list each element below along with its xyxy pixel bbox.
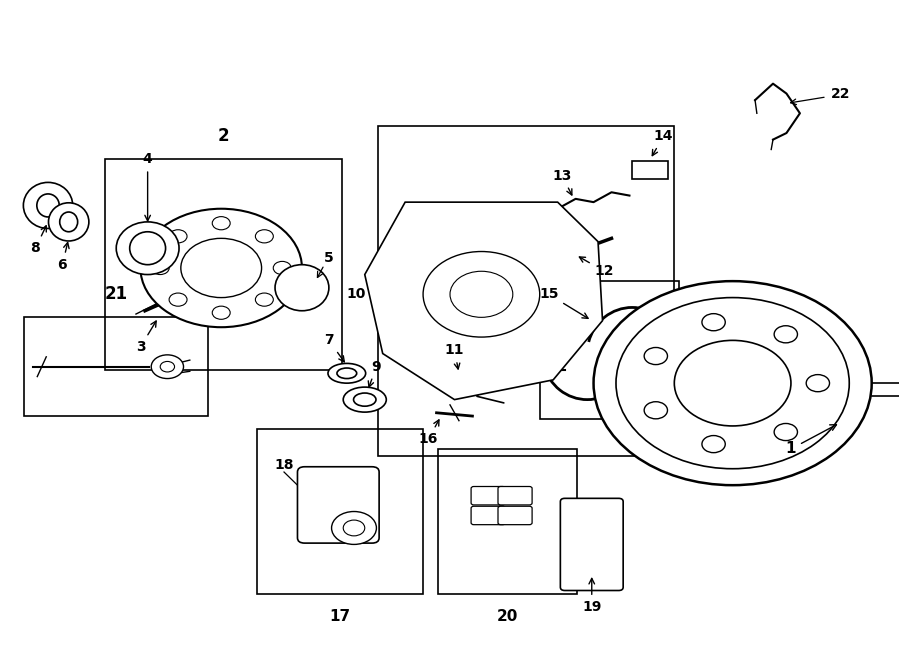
Text: 10: 10	[346, 288, 365, 301]
Circle shape	[212, 217, 230, 230]
FancyBboxPatch shape	[471, 486, 505, 505]
Ellipse shape	[343, 387, 386, 412]
Circle shape	[806, 375, 830, 392]
Circle shape	[774, 326, 797, 343]
Text: 6: 6	[58, 243, 69, 272]
Circle shape	[702, 436, 725, 453]
Ellipse shape	[275, 264, 328, 311]
FancyBboxPatch shape	[561, 498, 623, 590]
Circle shape	[151, 355, 184, 379]
FancyBboxPatch shape	[498, 486, 532, 505]
Bar	[438, 449, 578, 594]
Circle shape	[674, 340, 791, 426]
Text: 20: 20	[497, 609, 518, 625]
Bar	[632, 161, 668, 179]
Circle shape	[181, 239, 262, 297]
Ellipse shape	[337, 368, 356, 379]
Ellipse shape	[49, 203, 89, 241]
Text: 9: 9	[368, 360, 382, 387]
Text: 5: 5	[324, 251, 334, 265]
Circle shape	[644, 348, 668, 365]
Text: 17: 17	[329, 609, 351, 625]
Text: 14: 14	[652, 130, 673, 155]
Text: 12: 12	[580, 257, 614, 278]
Circle shape	[702, 314, 725, 330]
Ellipse shape	[23, 182, 73, 229]
FancyBboxPatch shape	[471, 506, 505, 525]
Text: 15: 15	[539, 288, 588, 319]
Bar	[257, 429, 423, 594]
Circle shape	[160, 362, 175, 372]
Circle shape	[212, 306, 230, 319]
Circle shape	[169, 293, 187, 306]
Text: 3: 3	[136, 321, 157, 354]
Circle shape	[423, 252, 540, 337]
Bar	[104, 159, 342, 370]
Text: 1: 1	[786, 424, 836, 457]
Text: 4: 4	[143, 153, 152, 221]
Circle shape	[331, 512, 376, 545]
Circle shape	[343, 520, 364, 536]
Bar	[378, 126, 674, 455]
Circle shape	[169, 230, 187, 243]
Text: 22: 22	[831, 87, 850, 100]
Text: 11: 11	[445, 343, 464, 369]
Text: 21: 21	[104, 286, 127, 303]
Ellipse shape	[328, 364, 365, 383]
Bar	[23, 317, 208, 416]
Circle shape	[450, 271, 513, 317]
Ellipse shape	[37, 194, 59, 217]
FancyBboxPatch shape	[298, 467, 379, 543]
Ellipse shape	[354, 393, 376, 407]
Ellipse shape	[116, 222, 179, 274]
Polygon shape	[364, 202, 602, 400]
Circle shape	[616, 297, 850, 469]
Text: 7: 7	[324, 333, 345, 362]
Circle shape	[594, 281, 872, 485]
Text: 18: 18	[274, 459, 293, 473]
Circle shape	[256, 230, 274, 243]
Circle shape	[140, 209, 302, 327]
Circle shape	[151, 261, 169, 274]
Text: 8: 8	[31, 226, 46, 255]
Bar	[540, 281, 679, 419]
Text: 2: 2	[218, 128, 230, 145]
Circle shape	[774, 424, 797, 441]
Ellipse shape	[130, 232, 166, 264]
FancyBboxPatch shape	[498, 506, 532, 525]
Text: 16: 16	[418, 420, 439, 446]
Circle shape	[644, 402, 668, 419]
Circle shape	[256, 293, 274, 306]
Text: 19: 19	[582, 578, 601, 614]
Text: 13: 13	[553, 169, 572, 195]
Ellipse shape	[59, 212, 77, 232]
Circle shape	[274, 261, 292, 274]
